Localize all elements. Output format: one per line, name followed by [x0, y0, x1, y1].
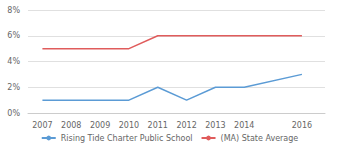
- svg-text:8%: 8%: [7, 6, 20, 15]
- svg-text:2014: 2014: [234, 121, 254, 130]
- svg-text:4%: 4%: [7, 57, 20, 66]
- svg-text:(MA) State Average: (MA) State Average: [221, 134, 299, 143]
- svg-text:2007: 2007: [32, 121, 52, 130]
- svg-text:2%: 2%: [7, 83, 20, 92]
- svg-text:2013: 2013: [205, 121, 225, 130]
- svg-text:2009: 2009: [90, 121, 110, 130]
- svg-text:0%: 0%: [7, 109, 20, 118]
- svg-text:2011: 2011: [148, 121, 168, 130]
- svg-text:2016: 2016: [292, 121, 312, 130]
- svg-text:2008: 2008: [61, 121, 81, 130]
- svg-text:6%: 6%: [7, 31, 20, 40]
- svg-text:Rising Tide Charter Public Sch: Rising Tide Charter Public School: [61, 134, 193, 143]
- svg-text:2010: 2010: [119, 121, 139, 130]
- svg-text:2012: 2012: [176, 121, 196, 130]
